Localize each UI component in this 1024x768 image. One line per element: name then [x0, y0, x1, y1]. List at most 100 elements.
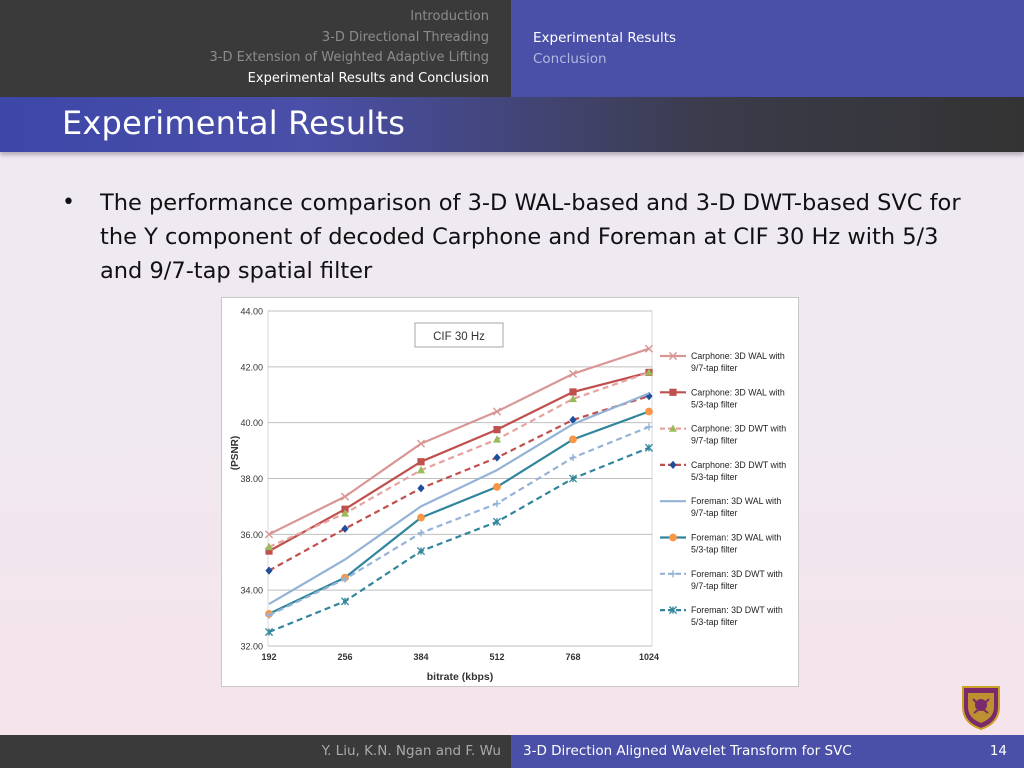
data-series — [264, 344, 654, 637]
data-point — [568, 474, 578, 483]
data-point — [264, 530, 274, 539]
y-tick-label: 36.00 — [240, 530, 263, 540]
series-line — [268, 395, 650, 572]
footer-bar: Y. Liu, K.N. Ngan and F. Wu 3-D Directio… — [0, 735, 1024, 768]
data-point — [417, 465, 425, 474]
series-3 — [265, 368, 653, 551]
legend-marker — [669, 460, 677, 469]
nav-section-directional-threading[interactable]: 3-D Directional Threading — [321, 29, 489, 45]
data-point — [416, 547, 426, 556]
nav-section-introduction[interactable]: Introduction — [410, 9, 489, 24]
legend-label: Foreman: 3D WAL with — [691, 496, 781, 506]
data-point — [568, 369, 578, 378]
legend-label-continued: 5/3-tap filter — [691, 617, 738, 627]
bullet-text: The performance comparison of 3-D WAL-ba… — [100, 190, 961, 284]
section-navigation: Introduction 3-D Directional Threading 3… — [0, 0, 511, 97]
page-number: 14 — [989, 743, 1007, 759]
x-tick-label: 768 — [565, 652, 580, 662]
data-point — [264, 627, 274, 637]
series-4 — [265, 392, 653, 575]
data-point — [645, 423, 653, 431]
subsection-navigation: Experimental Results Conclusion — [511, 0, 1024, 97]
bullet-item: • The performance comparison of 3-D WAL-… — [62, 186, 982, 288]
legend-marker — [669, 570, 677, 578]
chart-legend: Carphone: 3D WAL with 9/7-tap filter Carph… — [660, 351, 786, 627]
legend-marker — [669, 533, 677, 542]
legend-label-continued: 5/3-tap filter — [691, 545, 738, 555]
legend-marker — [669, 424, 677, 432]
bullet-icon: • — [62, 190, 75, 215]
nav-section-weighted-adaptive-lifting[interactable]: 3-D Extension of Weighted Adaptive Lifti… — [209, 50, 489, 65]
x-axis-title: bitrate (kbps) — [427, 671, 494, 683]
data-point — [569, 435, 577, 444]
x-tick-label: 384 — [413, 652, 428, 662]
data-point — [644, 443, 654, 452]
series-line — [268, 371, 650, 548]
data-point — [493, 482, 501, 491]
data-point — [492, 517, 502, 526]
legend-marker — [668, 351, 678, 361]
data-point — [341, 575, 349, 583]
legend-label: Carphone: 3D WAL with — [691, 351, 785, 361]
gridlines — [268, 310, 652, 647]
data-point — [493, 453, 501, 462]
university-crest-icon — [962, 686, 1000, 731]
legend-label: Carphone: 3D DWT with — [691, 460, 786, 470]
data-point — [265, 566, 273, 575]
x-axis: 192 256 384 512 768 1024 — [261, 652, 659, 662]
nav-subsection-conclusion[interactable]: Conclusion — [533, 50, 607, 67]
legend-label: Foreman: 3D DWT with — [691, 605, 783, 615]
psnr-chart: 32.00 34.00 36.00 38.00 40.00 42.00 44.00 192 2… — [221, 297, 799, 687]
series-8 — [264, 443, 654, 637]
data-point — [417, 458, 425, 466]
data-point — [569, 388, 577, 396]
y-axis: 32.00 34.00 36.00 38.00 40.00 42.00 44.00 — [240, 307, 263, 652]
footer-authors: Y. Liu, K.N. Ngan and F. Wu — [0, 735, 511, 768]
data-point — [569, 453, 577, 462]
legend-marker — [668, 606, 678, 615]
legend-label-continued: 9/7-tap filter — [691, 581, 738, 591]
x-tick-label: 192 — [261, 652, 276, 662]
y-tick-label: 32.00 — [240, 642, 263, 652]
data-point — [340, 492, 350, 501]
data-point — [265, 547, 273, 555]
series-line — [268, 371, 650, 553]
series-line — [268, 425, 650, 617]
legend-label: Carphone: 3D WAL with — [691, 387, 785, 397]
data-point — [645, 407, 653, 416]
y-tick-label: 44.00 — [240, 307, 263, 317]
title-bar: Experimental Results — [0, 97, 1024, 152]
series-5 — [268, 392, 650, 606]
top-navigation-bar: Introduction 3-D Directional Threading 3… — [0, 0, 1024, 97]
nav-subsection-experimental-results[interactable]: Experimental Results — [533, 30, 677, 46]
x-tick-label: 256 — [337, 652, 352, 662]
data-point — [417, 513, 425, 522]
data-point — [493, 426, 501, 434]
series-7 — [265, 423, 653, 619]
data-point — [492, 407, 502, 416]
data-point — [417, 484, 425, 493]
data-point — [417, 529, 425, 537]
series-line — [268, 347, 650, 536]
x-tick-label: 512 — [489, 652, 504, 662]
data-point — [340, 597, 350, 606]
legend-label: Carphone: 3D DWT with — [691, 424, 786, 434]
series-line — [268, 410, 650, 615]
legend-label-continued: 9/7-tap filter — [691, 363, 738, 373]
data-point — [416, 439, 426, 448]
legend-label-continued: 5/3-tap filter — [691, 399, 738, 409]
data-point — [644, 344, 654, 353]
legend-label-continued: 5/3-tap filter — [691, 472, 738, 482]
legend-marker — [669, 388, 677, 396]
data-point — [265, 611, 273, 619]
nav-section-results-conclusion[interactable]: Experimental Results and Conclusion — [247, 70, 489, 86]
y-tick-label: 38.00 — [240, 474, 263, 484]
y-tick-label: 42.00 — [240, 362, 263, 372]
x-tick-label: 1024 — [639, 652, 659, 662]
legend-label-continued: 9/7-tap filter — [691, 436, 738, 446]
data-point — [265, 542, 273, 551]
series-1 — [264, 344, 654, 539]
data-point — [569, 394, 577, 403]
y-tick-label: 34.00 — [240, 586, 263, 596]
chart-title-box: CIF 30 Hz — [414, 322, 504, 348]
